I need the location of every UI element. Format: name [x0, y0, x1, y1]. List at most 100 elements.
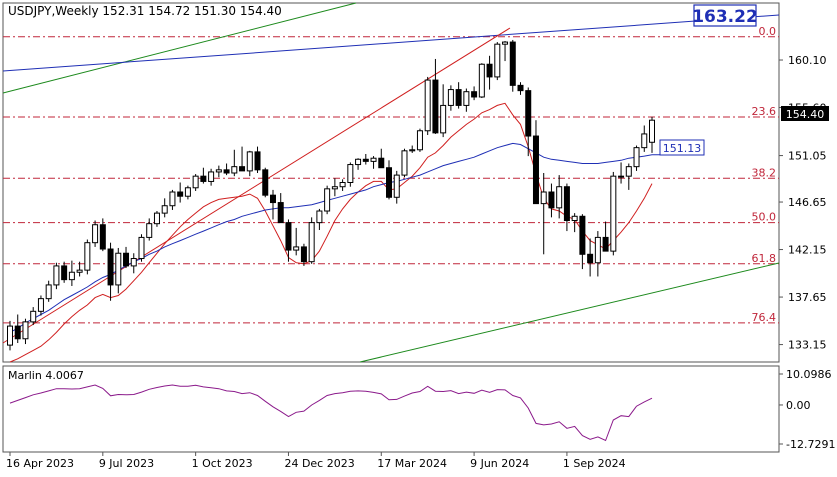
candle-body[interactable] [146, 223, 153, 238]
candle-body[interactable] [618, 175, 625, 178]
candle-body[interactable] [471, 91, 478, 98]
candle-body[interactable] [579, 215, 586, 255]
candle-body[interactable] [440, 104, 447, 134]
fib-label: 0.0 [759, 25, 777, 38]
current-price-label: 154.40 [786, 108, 825, 121]
candle-body[interactable] [540, 191, 547, 205]
candle-body[interactable] [331, 186, 338, 190]
candle-body[interactable] [68, 271, 75, 281]
green-upper-channel-line [2, 2, 357, 94]
candle-body[interactable] [61, 265, 68, 281]
candle-body[interactable] [641, 133, 648, 149]
candle-body[interactable] [161, 205, 168, 214]
candle-body[interactable] [478, 63, 485, 98]
candle-body[interactable] [455, 89, 462, 106]
candle-body[interactable] [432, 79, 439, 134]
candle-body[interactable] [184, 187, 191, 197]
candle-body[interactable] [386, 167, 393, 198]
candle-body[interactable] [447, 89, 454, 106]
candle-body[interactable] [594, 236, 601, 264]
candle-body[interactable] [525, 90, 532, 137]
candle-body[interactable] [269, 194, 276, 204]
candle-body[interactable] [285, 222, 292, 251]
chart-title: USDJPY,Weekly 152.31 154.72 151.30 154.4… [8, 4, 282, 18]
candle-body[interactable] [208, 171, 215, 182]
candle-body[interactable] [277, 202, 284, 224]
candle-body[interactable] [99, 224, 106, 250]
candle-body[interactable] [246, 151, 253, 172]
candle-body[interactable] [563, 186, 570, 222]
candle-body[interactable] [53, 265, 60, 286]
candle-body[interactable] [169, 191, 176, 207]
candle-body[interactable] [7, 325, 13, 346]
candle-body[interactable] [76, 269, 83, 273]
candle-body[interactable] [192, 175, 199, 189]
candle-body[interactable] [300, 246, 307, 263]
marlin-oscillator [9, 384, 653, 442]
candle-body[interactable] [107, 248, 114, 286]
candle-body[interactable] [123, 252, 130, 267]
candle-body[interactable] [84, 242, 91, 271]
x-tick-label: 9 Jul 2023 [99, 457, 154, 470]
candle-body[interactable] [45, 284, 52, 300]
candle-body[interactable] [625, 166, 632, 177]
candle-body[interactable] [153, 212, 160, 225]
candle-body[interactable] [339, 182, 346, 188]
candle-body[interactable] [502, 41, 509, 45]
ma-value-label: 151.13 [663, 142, 702, 155]
candle-body[interactable] [324, 188, 331, 212]
y-tick-label: 160.10 [788, 54, 827, 67]
candle-body[interactable] [401, 150, 408, 176]
candle-body[interactable] [308, 222, 315, 263]
candle-body[interactable] [509, 41, 516, 86]
candle-body[interactable] [602, 236, 609, 252]
candle-body[interactable] [370, 157, 377, 162]
candle-body[interactable] [610, 175, 617, 252]
blue-resistance-line [2, 14, 780, 72]
candle-body[interactable] [30, 310, 37, 323]
candle-body[interactable] [215, 169, 222, 173]
candle-body[interactable] [37, 298, 44, 312]
candle-body[interactable] [130, 258, 137, 267]
candle-body[interactable] [378, 157, 385, 169]
candle-body[interactable] [556, 186, 563, 209]
candles-group[interactable] [7, 39, 655, 351]
candle-body[interactable] [239, 166, 246, 172]
candle-body[interactable] [254, 151, 261, 171]
candle-body[interactable] [548, 191, 555, 209]
candle-body[interactable] [416, 130, 423, 151]
candle-body[interactable] [649, 119, 655, 143]
candle-body[interactable] [115, 252, 122, 286]
candle-body[interactable] [231, 166, 238, 174]
candle-body[interactable] [177, 191, 184, 197]
axes-group: 160.10155.60151.05146.65142.15137.65133.… [6, 54, 835, 470]
candle-body[interactable] [587, 253, 594, 264]
candle-body[interactable] [486, 63, 493, 78]
ma-value-box [659, 139, 705, 156]
candle-body[interactable] [494, 43, 501, 78]
candle-body[interactable] [200, 175, 207, 182]
candle-body[interactable] [463, 91, 470, 106]
candle-body[interactable] [532, 135, 539, 205]
candle-body[interactable] [14, 325, 21, 340]
candle-body[interactable] [22, 321, 29, 340]
candle-body[interactable] [355, 158, 362, 166]
fibonacci-levels: 0.0 23.6 38.2 50.0 61.8 76.4 [3, 25, 779, 324]
candle-body[interactable] [571, 215, 578, 222]
candle-body[interactable] [347, 164, 354, 184]
candle-body[interactable] [424, 79, 431, 132]
candle-body[interactable] [633, 147, 640, 168]
candle-body[interactable] [517, 84, 524, 92]
candle-body[interactable] [293, 246, 300, 251]
y-tick-label: 133.15 [788, 339, 827, 352]
candle-body[interactable] [316, 210, 323, 224]
candle-body[interactable] [223, 169, 230, 174]
candle-body[interactable] [262, 169, 269, 196]
candle-body[interactable] [393, 174, 400, 198]
candle-body[interactable] [138, 236, 145, 260]
candle-body[interactable] [92, 224, 99, 244]
fib-label: 61.8 [752, 252, 777, 265]
candle-body[interactable] [362, 158, 369, 162]
candle-body[interactable] [409, 149, 416, 152]
